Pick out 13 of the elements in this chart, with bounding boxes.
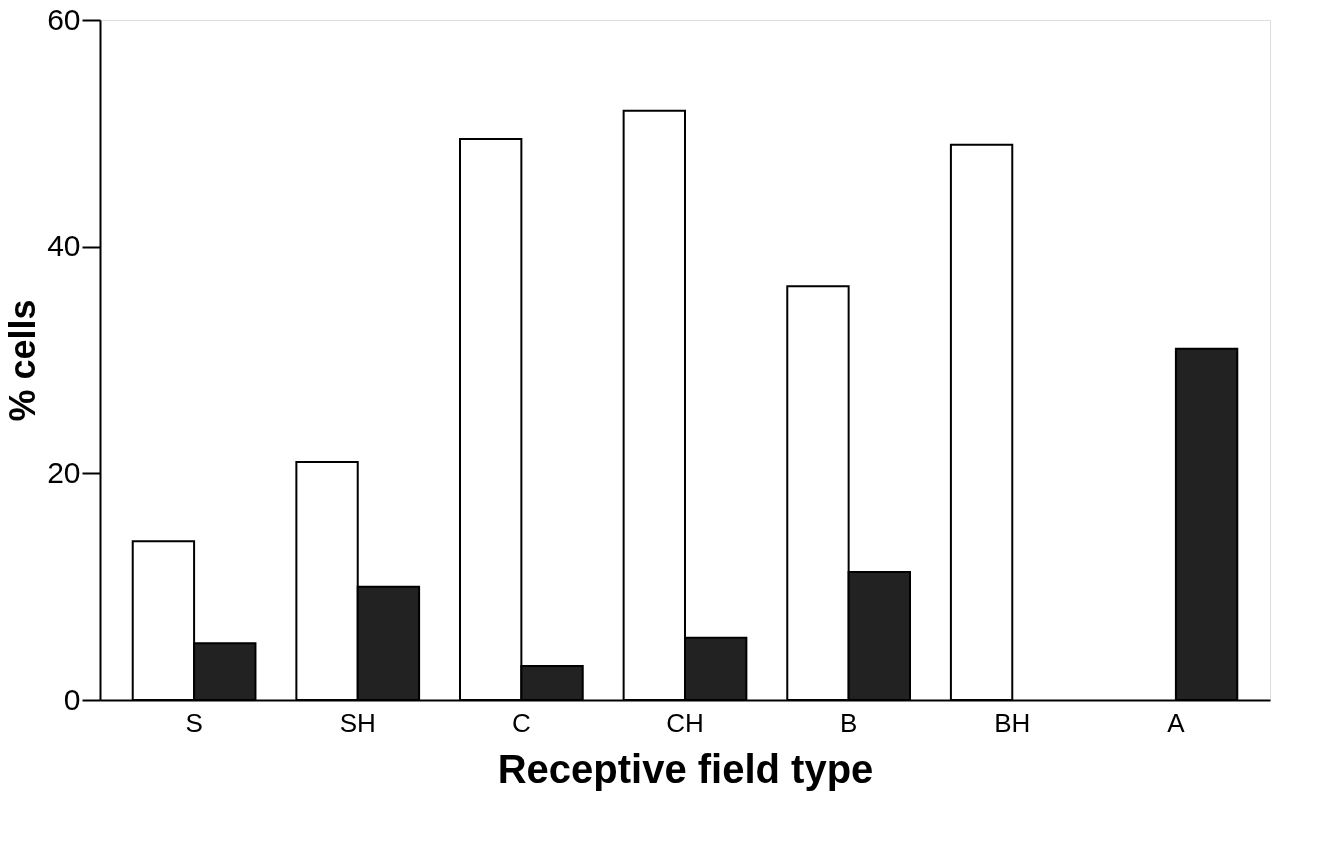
x-tick-label: B xyxy=(839,707,858,738)
x-tick-label: BH xyxy=(994,707,1031,738)
x-tick-label: S xyxy=(185,707,203,738)
y-tick-label: 20 xyxy=(47,455,81,489)
x-axis-title: Receptive field type xyxy=(497,746,874,791)
x-tick-label: C xyxy=(511,707,531,738)
y-tick-label: 0 xyxy=(63,682,81,716)
y-axis-title: % cells xyxy=(2,299,44,422)
x-tick-label: SH xyxy=(339,707,376,738)
x-tick-label: CH xyxy=(666,707,704,738)
x-tick-label: A xyxy=(1167,707,1186,738)
y-tick-label: 40 xyxy=(47,229,81,263)
y-tick-label: 60 xyxy=(47,2,81,36)
